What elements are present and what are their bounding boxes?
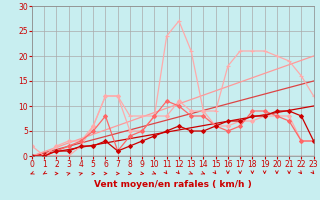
X-axis label: Vent moyen/en rafales ( km/h ): Vent moyen/en rafales ( km/h ) (94, 180, 252, 189)
